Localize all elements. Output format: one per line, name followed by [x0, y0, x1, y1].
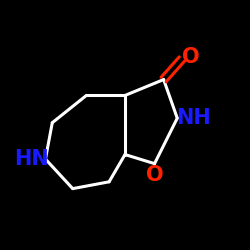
Text: HN: HN — [14, 149, 49, 169]
Text: NH: NH — [176, 108, 210, 128]
Text: O: O — [182, 47, 200, 67]
Text: O: O — [146, 165, 163, 185]
